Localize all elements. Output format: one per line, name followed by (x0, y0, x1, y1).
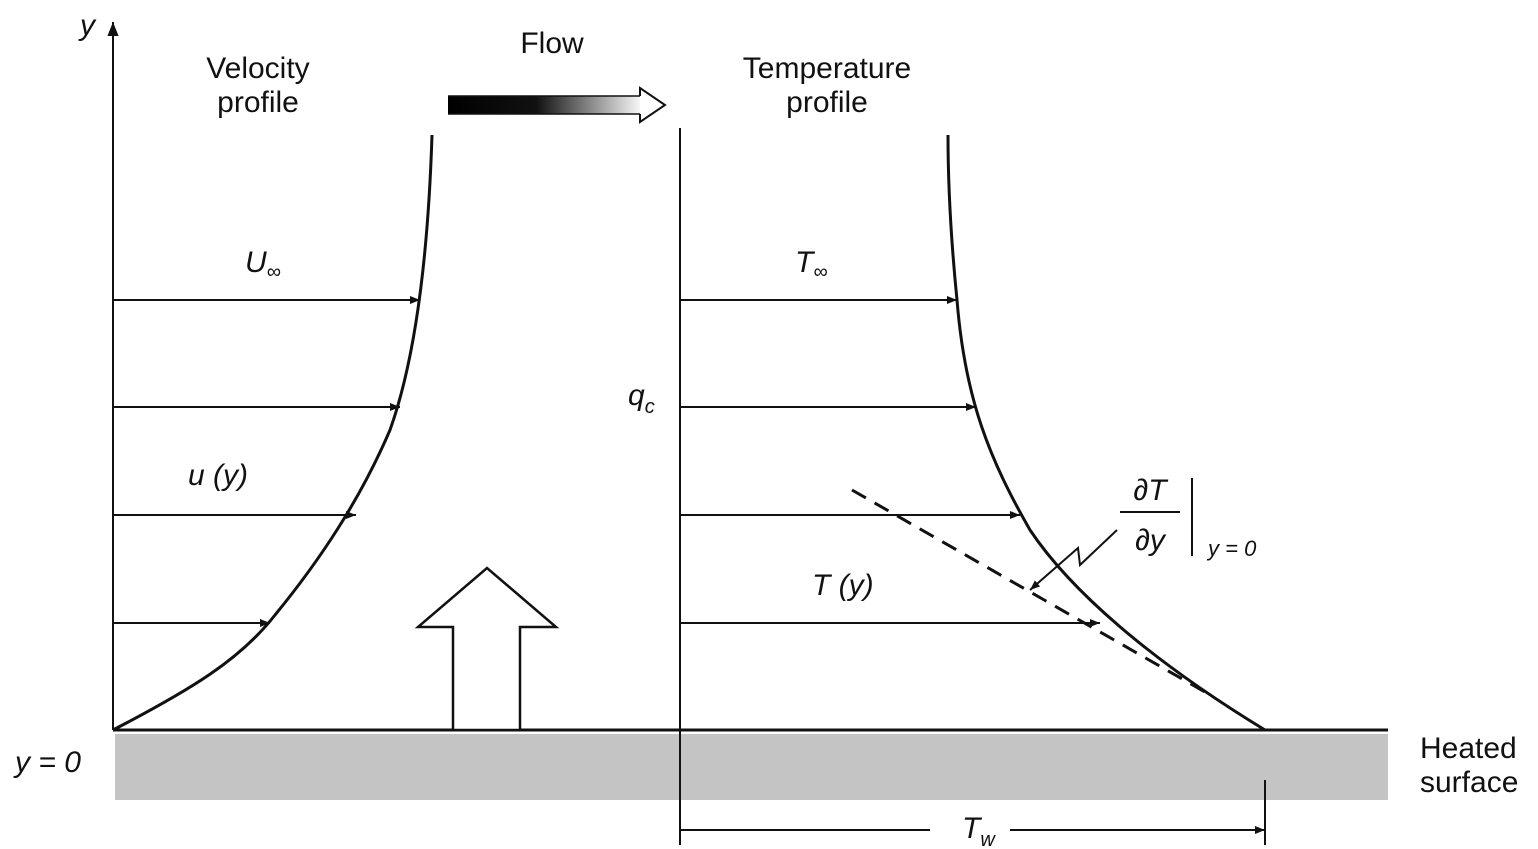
temperature-curve (946, 134, 1266, 732)
flow-label: Flow (520, 27, 584, 60)
rising-arrow (414, 566, 560, 732)
u-inf-label: U∞ (245, 246, 281, 283)
u-y-label: u (y) (188, 459, 248, 492)
u-inf-sub: ∞ (267, 261, 281, 283)
tw-base: T (962, 812, 983, 845)
gradient-denominator: ∂y (1135, 524, 1167, 557)
temperature-profile-label: profile (786, 86, 868, 119)
temperature-profile-label: Temperature (743, 52, 911, 85)
tw-dimension (680, 810, 1265, 849)
qc-sub: c (645, 396, 655, 418)
velocity-profile-label: Velocity (206, 52, 309, 85)
gradient-label: ∂T ∂y y = 0 (1120, 474, 1257, 561)
qc-base: q (628, 379, 645, 412)
flow-arrow (448, 86, 667, 124)
temperature-arrows (680, 296, 1100, 627)
heated-surface (113, 728, 1388, 800)
tangent-line (851, 488, 1206, 694)
qc-label: qc (628, 379, 655, 418)
gradient-condition: y = 0 (1206, 536, 1257, 561)
t-inf-label: T∞ (795, 246, 828, 283)
axis-label: y (78, 9, 97, 42)
velocity-arrows (113, 296, 420, 627)
wall-label: y = 0 (13, 746, 81, 779)
tw-sub: w (980, 829, 996, 849)
surface-label: surface (1420, 766, 1518, 799)
u-inf-base: U (245, 246, 267, 279)
t-inf-base: T (795, 246, 816, 279)
velocity-profile-label: profile (217, 86, 299, 119)
t-inf-sub: ∞ (813, 261, 827, 283)
velocity-curve (112, 134, 434, 732)
t-y-label: T (y) (812, 569, 874, 602)
gradient-leader (1029, 529, 1118, 591)
gradient-numerator: ∂T (1133, 474, 1169, 507)
surface-label: Heated (1420, 732, 1517, 765)
tw-label: Tw (962, 812, 996, 849)
